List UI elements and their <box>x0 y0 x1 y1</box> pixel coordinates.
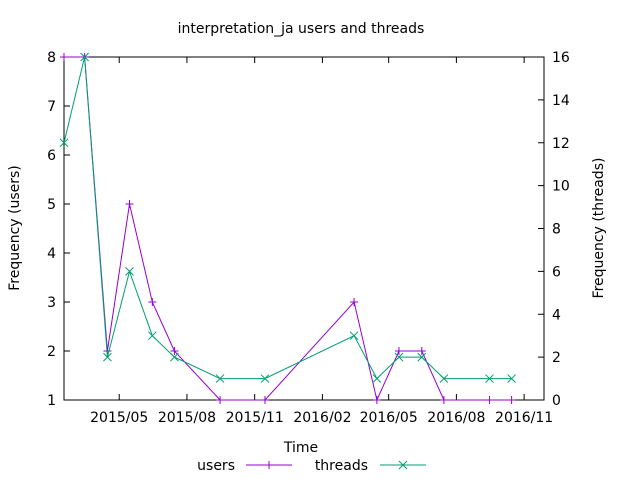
series-layer <box>59 52 516 404</box>
x-tick-label: 2015/05 <box>90 410 148 426</box>
y2-tick-label: 6 <box>552 264 561 280</box>
data-point-users <box>485 396 494 404</box>
data-point-threads <box>349 331 359 341</box>
legend: users threads <box>197 458 426 474</box>
chart-title: interpretation_ja users and threads <box>178 21 425 37</box>
y2-tick-label: 14 <box>552 93 570 109</box>
legend-label-users: users <box>197 458 235 474</box>
y-tick-label: 1 <box>47 393 56 409</box>
y-axis-label: Frequency (users) <box>7 165 23 291</box>
data-point-users <box>350 298 359 306</box>
data-point-users <box>60 53 68 61</box>
data-point-threads <box>147 331 157 341</box>
data-point-users <box>260 396 269 404</box>
y-tick-label: 2 <box>47 344 56 360</box>
y-tick-label: 5 <box>47 197 56 213</box>
y2-tick-label: 4 <box>552 307 561 323</box>
y2-axis-label: Frequency (threads) <box>591 158 607 299</box>
data-point-threads <box>485 374 494 383</box>
x-tick-label: 2016/05 <box>360 410 418 426</box>
data-point-users <box>394 347 403 355</box>
y2-tick-label: 16 <box>552 50 570 66</box>
data-point-users <box>216 396 225 404</box>
data-point-threads <box>507 374 516 383</box>
series-line-threads <box>63 56 512 380</box>
data-point-threads <box>80 52 89 62</box>
data-point-threads <box>170 352 179 362</box>
plot-frame <box>63 56 545 401</box>
data-point-users <box>417 347 426 355</box>
y-tick-label: 4 <box>47 246 56 262</box>
data-point-users <box>439 396 448 404</box>
y-tick-label: 3 <box>47 295 56 311</box>
x-tick-label: 2015/08 <box>158 410 216 426</box>
x-axis-label: Time <box>283 440 318 456</box>
x-tick-label: 2015/11 <box>226 410 284 426</box>
x-tick-label: 2016/02 <box>293 410 351 426</box>
y2-tick-label: 0 <box>552 393 561 409</box>
series-line-users <box>64 56 512 402</box>
y-tick-label: 7 <box>47 99 56 115</box>
data-point-users <box>507 396 516 404</box>
data-point-users <box>148 298 157 306</box>
data-point-threads <box>215 374 225 383</box>
x-tick-label: 2016/11 <box>495 410 553 426</box>
data-point-users <box>125 200 134 208</box>
data-point-users <box>170 347 179 355</box>
data-point-threads <box>260 374 270 383</box>
legend-label-threads: threads <box>315 458 368 474</box>
data-point-threads <box>103 352 112 362</box>
legend-marker-users <box>265 461 273 469</box>
y2-tick-label: 12 <box>552 136 570 152</box>
y2-tick-label: 10 <box>552 179 570 195</box>
data-point-threads <box>394 352 404 362</box>
data-point-users <box>372 396 381 404</box>
data-point-threads <box>372 374 382 383</box>
x-tick-label: 2016/08 <box>427 410 485 426</box>
y-tick-label: 6 <box>47 148 56 164</box>
y2-tick-label: 8 <box>552 222 561 238</box>
data-point-threads <box>417 352 427 362</box>
data-point-threads <box>439 374 449 383</box>
data-point-threads <box>59 138 69 148</box>
legend-marker-threads <box>398 460 408 470</box>
y2-tick-label: 2 <box>552 350 561 366</box>
data-point-threads <box>125 267 134 276</box>
y-tick-label: 8 <box>47 50 56 66</box>
